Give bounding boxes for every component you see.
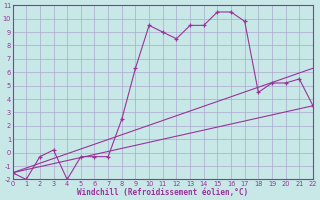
X-axis label: Windchill (Refroidissement éolien,°C): Windchill (Refroidissement éolien,°C): [77, 188, 248, 197]
